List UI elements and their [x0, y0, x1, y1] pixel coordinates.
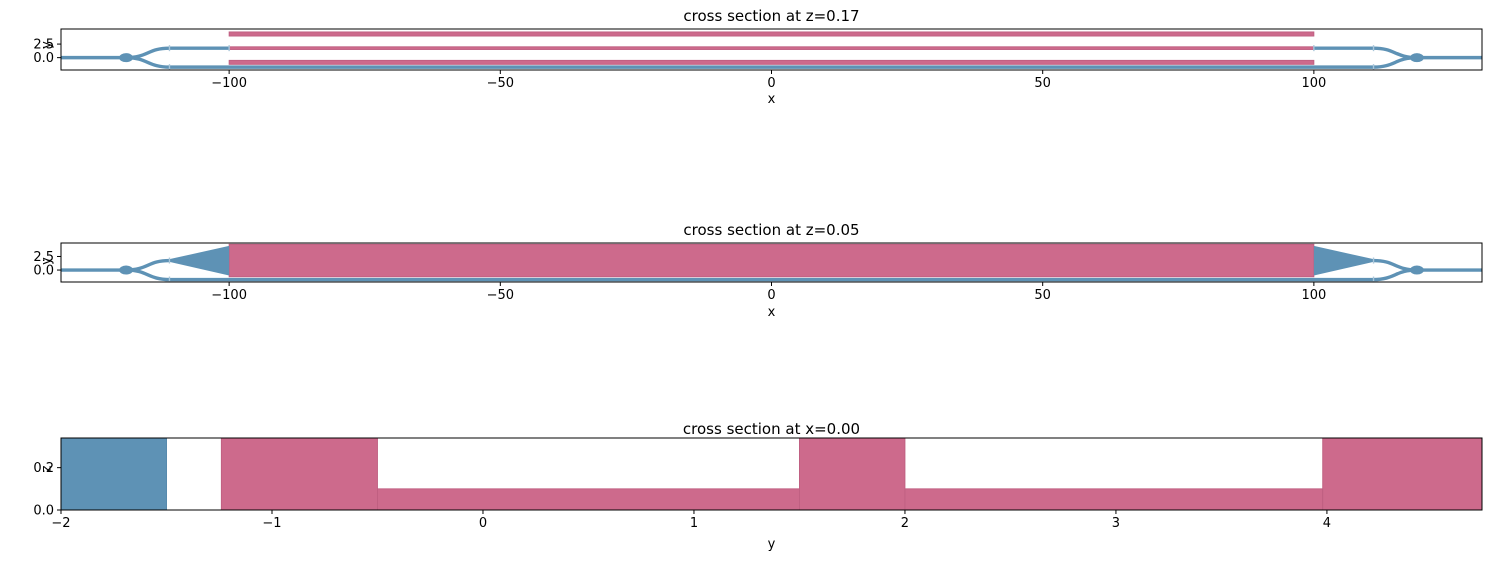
subplot3-doped-box: [1322, 437, 1483, 511]
subplot3-y-tick-label: 0.2: [33, 461, 54, 476]
subplot2-axes-group: −100 −50 0 50 100 0.02.5: [33, 242, 1483, 303]
subplot3-x-tick-label: −1: [262, 516, 281, 531]
subplot2-x-tick-label: 100: [1301, 288, 1326, 303]
subplot1-doped-region: [228, 59, 1315, 65]
subplot3-axes-frame: [60, 437, 1483, 511]
subplot3-axes-group: −2 −1 0 1 2 3 4 0.0 0.2: [33, 437, 1483, 531]
subplot1-y-tick-label: 0.0: [33, 51, 54, 66]
subplot2-x-tick-label: −50: [487, 288, 514, 303]
subplot3-title: cross section at x=0.00: [682, 420, 861, 438]
subplot2-rib-taper: [169, 245, 230, 276]
subplot2-title: cross section at z=0.05: [683, 221, 860, 239]
subplot2-y-tick-label: 0.0: [33, 264, 54, 279]
subplot3-doped-box: [799, 437, 906, 511]
subplot2-junction-dot: [119, 265, 134, 275]
subplot3-waveguide-box: [60, 437, 167, 511]
subplot2-ylabel: y: [39, 257, 55, 265]
subplot2-junction-dot: [1409, 265, 1424, 275]
subplot3-x-tick-label: 0: [479, 516, 487, 531]
subplot2-x-tick-label: 0: [767, 288, 775, 303]
subplot1-y-tick-label: 2.5: [33, 38, 54, 53]
subplot3-x-tick-label: 3: [1112, 516, 1120, 531]
subplot3-xlabel: y: [767, 537, 776, 552]
subplot1-title: cross section at z=0.17: [683, 7, 860, 25]
subplot1-x-tick-label: 100: [1301, 76, 1326, 91]
subplot1-x-tick-label: −50: [487, 76, 514, 91]
subplot2-rib-taper: [1313, 245, 1374, 276]
subplot3-x-tick-label: 1: [690, 516, 698, 531]
subplot1-xlabel: x: [767, 92, 776, 107]
subplot2-xlabel: x: [767, 305, 776, 320]
subplot3-y-tick-label: 0.0: [33, 504, 54, 519]
subplot1-x-tick-label: 50: [1034, 76, 1051, 91]
subplot1-axes-group: −100 −50 0 50 100 0.02.5: [33, 28, 1483, 91]
subplot1-doped-region: [228, 31, 1315, 37]
subplot1-doped-region: [228, 46, 1315, 50]
subplot2-doped-region: [228, 243, 1315, 278]
subplot3-doped-box: [220, 437, 378, 511]
subplot2-y-tick-label: 2.5: [33, 250, 54, 265]
subplot3-ylabel: z: [39, 465, 55, 473]
subplot1-junction-dot: [119, 53, 134, 63]
subplot3-x-tick-label: −2: [51, 516, 70, 531]
subplot2-x-tick-label: −100: [211, 288, 247, 303]
subplot1-ylabel: y: [39, 41, 55, 49]
subplot2-x-tick-label: 50: [1034, 288, 1051, 303]
subplot1-x-tick-label: 0: [767, 76, 775, 91]
subplot3-x-tick-label: 2: [901, 516, 909, 531]
subplot1-junction-dot: [1409, 53, 1424, 63]
subplot3-x-tick-label: 4: [1323, 516, 1331, 531]
subplot1-x-tick-label: −100: [211, 76, 247, 91]
